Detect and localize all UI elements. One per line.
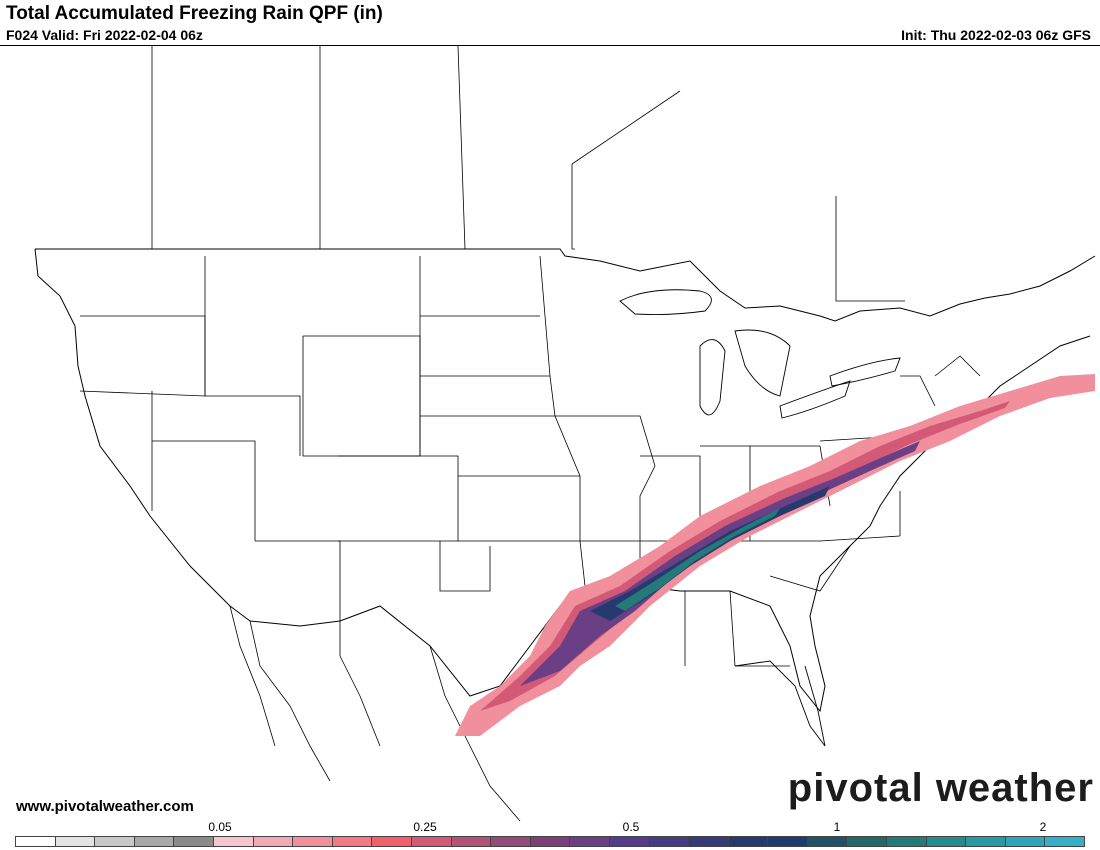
colorbar-cell: [95, 837, 135, 846]
colorbar-label: 2: [1039, 820, 1047, 834]
brand-logo: pivotal weather: [787, 766, 1094, 810]
colorbar-label: 1: [833, 820, 841, 834]
colorbar-cell: [649, 837, 690, 846]
colorbar-cell: [926, 837, 967, 846]
freezing-rain-swath: [455, 374, 1095, 736]
colorbar-label: 0.25: [413, 820, 437, 834]
colorbar-cell: [134, 837, 175, 846]
colorbar-cell: [293, 837, 333, 846]
colorbar-cell: [570, 837, 610, 846]
colorbar-cell: [966, 837, 1006, 846]
colorbar-cell: [372, 837, 412, 846]
colorbar-label: 0.05: [208, 820, 232, 834]
colorbar-label: 0.5: [622, 820, 640, 834]
colorbar-cell: [887, 837, 927, 846]
colorbar-cell: [451, 837, 492, 846]
colorbar-cell: [332, 837, 373, 846]
great-lakes: [619, 289, 901, 419]
florida-outline: [734, 660, 826, 747]
colorbar-cell: [530, 837, 571, 846]
map-header: Total Accumulated Freezing Rain QPF (in)…: [0, 0, 1100, 46]
colorbar-cell: [768, 837, 808, 846]
footer-url[interactable]: www.pivotalweather.com: [16, 798, 194, 815]
colorbar-cell: [253, 837, 294, 846]
colorbar-cell: [609, 837, 650, 846]
colorbar: [15, 836, 1085, 847]
map-canvas[interactable]: [0, 46, 1100, 821]
colorbar-cell: [411, 837, 452, 846]
colorbar-cell: [689, 837, 729, 846]
colorbar-cell: [213, 837, 254, 846]
forecast-map[interactable]: [0, 45, 1100, 821]
colorbar-cell: [55, 837, 96, 846]
mexico-outline: [229, 605, 521, 821]
map-title: Total Accumulated Freezing Rain QPF (in): [6, 3, 383, 24]
init-time: Init: Thu 2022-02-03 06z GFS: [901, 27, 1091, 43]
colorbar-cell: [1045, 837, 1085, 846]
canada-province-boundaries: [151, 46, 905, 302]
colorbar-cell: [491, 837, 531, 846]
valid-time: F024 Valid: Fri 2022-02-04 06z: [6, 27, 203, 43]
colorbar-cell: [1005, 837, 1046, 846]
colorbar-cell: [16, 837, 56, 846]
colorbar-cell: [847, 837, 888, 846]
colorbar-cell: [807, 837, 848, 846]
colorbar-cell: [728, 837, 769, 846]
colorbar-cell: [174, 837, 214, 846]
